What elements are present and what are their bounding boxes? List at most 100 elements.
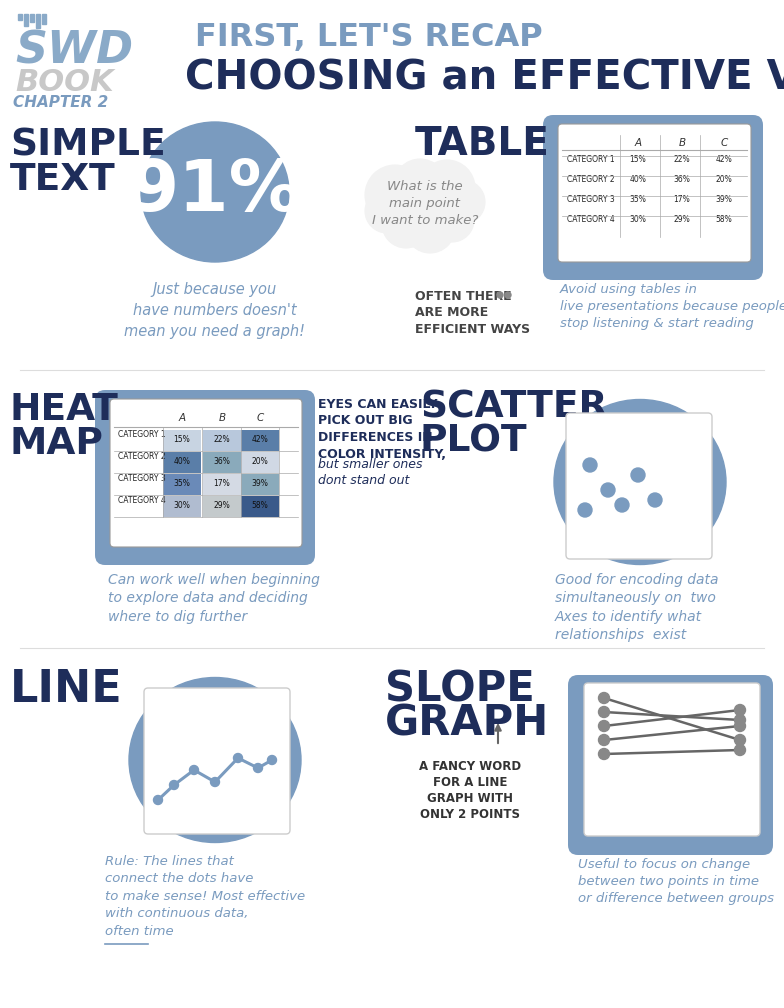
Text: SCATTER: SCATTER xyxy=(420,390,608,426)
Bar xyxy=(24,14,28,26)
Text: 91%: 91% xyxy=(129,157,302,227)
Text: HEAT: HEAT xyxy=(10,392,119,428)
Circle shape xyxy=(394,159,446,211)
Text: SWD: SWD xyxy=(15,30,133,73)
Text: B: B xyxy=(219,413,226,423)
Text: GRAPH: GRAPH xyxy=(385,703,550,745)
Text: 42%: 42% xyxy=(716,155,732,164)
Text: 20%: 20% xyxy=(252,458,268,467)
Text: Just because you
have numbers doesn't
mean you need a graph!: Just because you have numbers doesn't me… xyxy=(125,282,306,339)
Text: CATEGORY 2: CATEGORY 2 xyxy=(567,175,615,184)
Bar xyxy=(241,452,279,473)
Text: 39%: 39% xyxy=(716,195,732,204)
Text: 17%: 17% xyxy=(213,480,230,489)
Text: 15%: 15% xyxy=(173,435,191,445)
Bar xyxy=(163,496,201,517)
Circle shape xyxy=(154,795,162,804)
Text: CATEGORY 3: CATEGORY 3 xyxy=(118,474,165,483)
Text: CATEGORY 2: CATEGORY 2 xyxy=(118,452,165,461)
Text: Rule: The lines that
connect the dots have
to make sense! Most effective
with co: Rule: The lines that connect the dots ha… xyxy=(105,855,305,938)
Text: EYES CAN EASILY
PICK OUT BIG
DIFFERENCES IN
COLOR INTENSITY,: EYES CAN EASILY PICK OUT BIG DIFFERENCES… xyxy=(318,398,446,461)
Text: CATEGORY 1: CATEGORY 1 xyxy=(118,430,165,439)
Ellipse shape xyxy=(554,399,726,564)
Text: 42%: 42% xyxy=(252,435,268,445)
Text: PLOT: PLOT xyxy=(420,424,528,460)
Text: 39%: 39% xyxy=(252,480,268,489)
Ellipse shape xyxy=(129,677,301,843)
Circle shape xyxy=(169,780,179,789)
Circle shape xyxy=(441,180,485,224)
Circle shape xyxy=(735,721,746,732)
FancyBboxPatch shape xyxy=(95,390,315,565)
Bar xyxy=(42,14,46,24)
Text: 58%: 58% xyxy=(716,215,732,224)
Text: 22%: 22% xyxy=(214,435,230,445)
Circle shape xyxy=(365,190,409,233)
Text: 40%: 40% xyxy=(630,175,647,184)
Bar xyxy=(203,474,241,495)
Circle shape xyxy=(405,203,455,253)
Text: CATEGORY 4: CATEGORY 4 xyxy=(567,215,615,224)
Bar xyxy=(163,430,201,451)
Text: CHOOSING an EFFECTIVE VISUAL: CHOOSING an EFFECTIVE VISUAL xyxy=(185,58,784,98)
Text: A: A xyxy=(179,413,186,423)
Text: 40%: 40% xyxy=(173,458,191,467)
FancyBboxPatch shape xyxy=(558,124,751,262)
Text: Good for encoding data
simultaneously on  two
Axes to identify what
relationship: Good for encoding data simultaneously on… xyxy=(555,573,718,642)
Bar xyxy=(203,496,241,517)
Text: 29%: 29% xyxy=(673,215,691,224)
Circle shape xyxy=(267,756,277,764)
Text: A: A xyxy=(634,138,641,148)
Circle shape xyxy=(505,292,511,298)
Text: OFTEN THERE
ARE MORE
EFFICIENT WAYS: OFTEN THERE ARE MORE EFFICIENT WAYS xyxy=(415,290,530,336)
Text: Avoid using tables in
live presentations because people
stop listening & start r: Avoid using tables in live presentations… xyxy=(560,283,784,330)
Text: TEXT: TEXT xyxy=(10,162,116,198)
Text: SLOPE: SLOPE xyxy=(385,668,535,710)
Text: What is the
main point
I want to make?: What is the main point I want to make? xyxy=(372,180,478,228)
Text: 36%: 36% xyxy=(213,458,230,467)
Circle shape xyxy=(382,200,430,248)
Bar xyxy=(36,14,40,28)
Circle shape xyxy=(615,498,629,512)
Text: CHAPTER 2: CHAPTER 2 xyxy=(13,95,108,110)
Text: CATEGORY 1: CATEGORY 1 xyxy=(567,155,615,164)
Text: 29%: 29% xyxy=(213,502,230,510)
Text: SIMPLE: SIMPLE xyxy=(10,128,165,164)
FancyBboxPatch shape xyxy=(568,675,773,855)
FancyBboxPatch shape xyxy=(144,688,290,834)
Bar xyxy=(203,430,241,451)
Circle shape xyxy=(210,777,220,786)
Bar xyxy=(203,452,241,473)
Text: 35%: 35% xyxy=(630,195,647,204)
Bar xyxy=(163,452,201,473)
Circle shape xyxy=(583,458,597,472)
Text: Useful to focus on change
between two points in time
or difference between group: Useful to focus on change between two po… xyxy=(578,858,774,905)
Circle shape xyxy=(598,707,609,718)
Circle shape xyxy=(601,483,615,497)
Text: 22%: 22% xyxy=(673,155,691,164)
Circle shape xyxy=(735,705,746,716)
Circle shape xyxy=(648,493,662,507)
Text: FIRST, LET'S RECAP: FIRST, LET'S RECAP xyxy=(195,22,543,53)
Text: but smaller ones
dont stand out: but smaller ones dont stand out xyxy=(318,458,423,488)
Circle shape xyxy=(365,165,425,225)
Circle shape xyxy=(598,749,609,759)
Text: 30%: 30% xyxy=(173,502,191,510)
FancyBboxPatch shape xyxy=(110,399,302,547)
Ellipse shape xyxy=(141,122,289,262)
Text: 17%: 17% xyxy=(673,195,691,204)
Bar xyxy=(241,430,279,451)
Circle shape xyxy=(253,763,263,772)
Bar xyxy=(18,14,22,20)
Text: Can work well when beginning
to explore data and deciding
where to dig further: Can work well when beginning to explore … xyxy=(108,573,320,624)
FancyBboxPatch shape xyxy=(543,115,763,280)
Text: C: C xyxy=(720,138,728,148)
Bar xyxy=(163,474,201,495)
Text: 58%: 58% xyxy=(252,502,268,510)
Circle shape xyxy=(598,692,609,704)
Circle shape xyxy=(190,765,198,774)
Text: A FANCY WORD
FOR A LINE
GRAPH WITH
ONLY 2 POINTS: A FANCY WORD FOR A LINE GRAPH WITH ONLY … xyxy=(419,760,521,821)
Text: C: C xyxy=(256,413,263,423)
Text: 20%: 20% xyxy=(716,175,732,184)
Text: 35%: 35% xyxy=(173,480,191,489)
